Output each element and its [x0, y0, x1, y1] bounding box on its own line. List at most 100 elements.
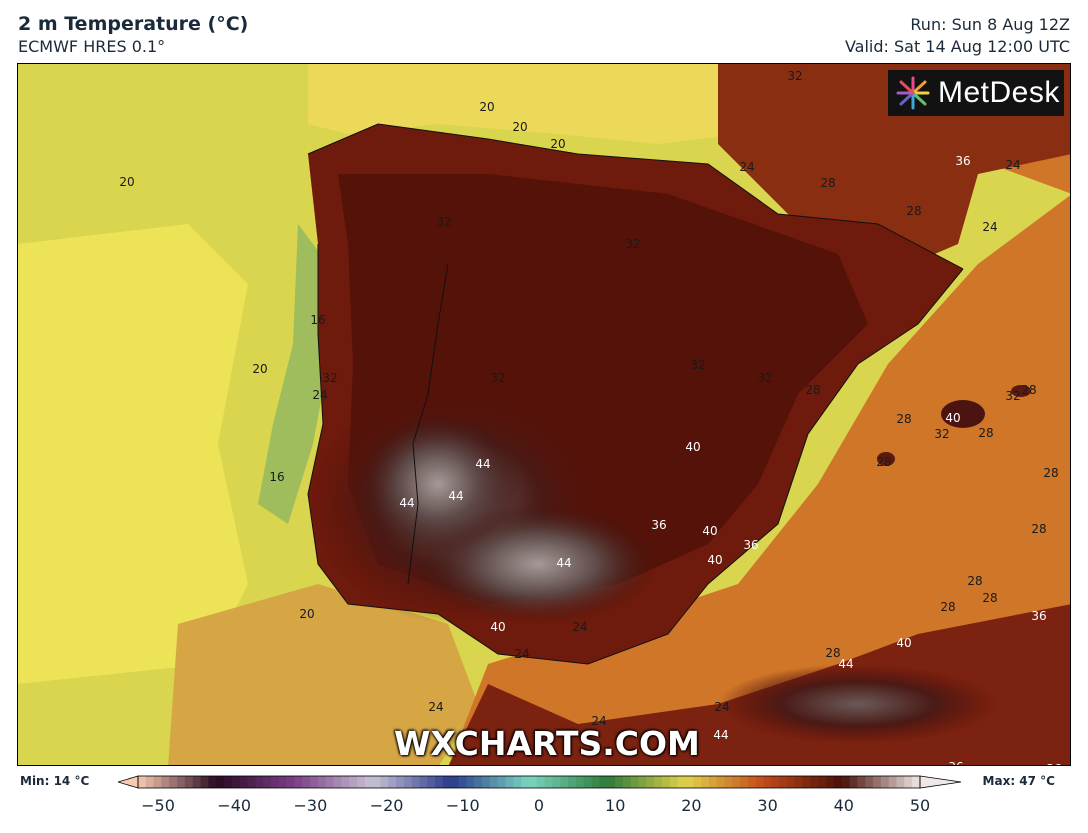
colorbar-segment — [904, 776, 913, 788]
metdesk-logo-icon — [896, 76, 930, 110]
colorbar-segment — [677, 776, 686, 788]
contour-label: 32 — [1005, 389, 1020, 403]
colorbar-segment — [849, 776, 858, 788]
colorbar-segment — [779, 776, 788, 788]
contour-label: 28 — [1043, 466, 1058, 480]
colorbar — [118, 775, 962, 789]
contour-label: 44 — [838, 657, 853, 671]
colorbar-segment — [802, 776, 812, 788]
contour-label: 36 — [948, 760, 963, 766]
contour-label: 32 — [757, 371, 772, 385]
colorbar-segment — [763, 776, 772, 788]
contour-label: 24 — [1005, 158, 1020, 172]
colorbar-max: Max: 47 °C — [982, 774, 1055, 788]
colorbar-segment — [435, 776, 444, 788]
contour-label: 40 — [490, 620, 505, 634]
contour-label: 24 — [572, 620, 587, 634]
colorbar-segment — [583, 776, 593, 788]
contour-label: 20 — [550, 137, 565, 151]
biscay-region — [308, 64, 738, 144]
colorbar-segment — [638, 776, 647, 788]
colorbar-tick-label: −50 — [141, 796, 175, 815]
colorbar-segment — [747, 776, 757, 788]
colorbar-segment — [724, 776, 733, 788]
contour-label: 40 — [702, 524, 717, 538]
contour-label: 28 — [940, 600, 955, 614]
colorbar-segment — [857, 776, 866, 788]
contour-label: 28 — [906, 204, 921, 218]
border-line — [407, 263, 449, 585]
colorbar-segment — [599, 776, 608, 788]
mallorca — [941, 400, 985, 428]
contour-label: 40 — [896, 636, 911, 650]
contour-label: 16 — [310, 313, 325, 327]
colorbar-segment — [912, 776, 921, 788]
colorbar-segment — [325, 776, 334, 788]
contour-label: 28 — [825, 646, 840, 660]
colorbar-segment — [716, 776, 725, 788]
chart-header: 2 m Temperature (°C) ECMWF HRES 0.1° — [18, 12, 248, 58]
contour-label: 16 — [269, 470, 284, 484]
colorbar-segment — [693, 776, 702, 788]
colorbar-segment — [208, 776, 217, 788]
colorbar-segment — [740, 776, 749, 788]
contour-label: 36 — [1031, 609, 1046, 623]
colorbar-segment — [231, 776, 241, 788]
colorbar-segment — [888, 776, 898, 788]
ocean-yellow-left — [18, 224, 248, 684]
colorbar-segment — [286, 776, 295, 788]
colorbar-segment — [497, 776, 507, 788]
colorbar-segment — [661, 776, 671, 788]
colorbar-segment — [833, 776, 843, 788]
contour-label: 24 — [739, 160, 754, 174]
colorbar-segment — [505, 776, 514, 788]
colorbar-segment — [372, 776, 381, 788]
colorbar-segment — [544, 776, 553, 788]
colorbar-segment — [873, 776, 882, 788]
contour-label: 24 — [982, 220, 997, 234]
colorbar-tick-label: 10 — [605, 796, 626, 815]
colorbar-segment — [865, 776, 874, 788]
colorbar-segment — [270, 776, 280, 788]
contour-label: 24 — [514, 647, 529, 661]
contour-label: 44 — [448, 489, 463, 503]
contour-label: 40 — [685, 440, 700, 454]
menorca — [1011, 385, 1031, 397]
colorbar-segment — [145, 776, 155, 788]
colorbar-segment — [607, 776, 616, 788]
contour-label: 36 — [1046, 762, 1061, 766]
colorbar-segment — [380, 776, 389, 788]
colorbar-segment — [458, 776, 467, 788]
colorbar-segment — [646, 776, 655, 788]
colorbar-segment — [482, 776, 491, 788]
colorbar-segment — [224, 776, 233, 788]
contour-label: 44 — [475, 457, 490, 471]
contour-label: 44 — [556, 556, 571, 570]
mediterranean — [448, 64, 1070, 765]
contour-label: 32 — [625, 237, 640, 251]
colorbar-segment — [489, 776, 499, 788]
valid-label: Valid: Sat 14 Aug 12:00 UTC — [844, 37, 1070, 56]
cadiz-gulf — [168, 584, 478, 765]
contour-label: 20 — [512, 120, 527, 134]
contour-label: 40 — [945, 411, 960, 425]
colorbar-segment — [615, 776, 624, 788]
colorbar-segment — [669, 776, 679, 788]
metdesk-logo: MetDesk — [888, 70, 1064, 116]
colorbar-tick-label: 40 — [833, 796, 854, 815]
contour-label: 44 — [399, 496, 414, 510]
colorbar-segment — [427, 776, 436, 788]
ibiza — [877, 452, 895, 466]
colorbar-segment — [349, 776, 358, 788]
hotspot-atlas — [718, 664, 998, 744]
chart-title: 2 m Temperature (°C) — [18, 13, 249, 35]
colorbar-segment — [536, 776, 546, 788]
colorbar-segment — [177, 776, 186, 788]
colorbar-segment — [450, 776, 460, 788]
contour-label: 24 — [428, 700, 443, 714]
colorbar-tick-label: 20 — [681, 796, 702, 815]
contour-label: 40 — [707, 553, 722, 567]
contour-label: 24 — [714, 700, 729, 714]
